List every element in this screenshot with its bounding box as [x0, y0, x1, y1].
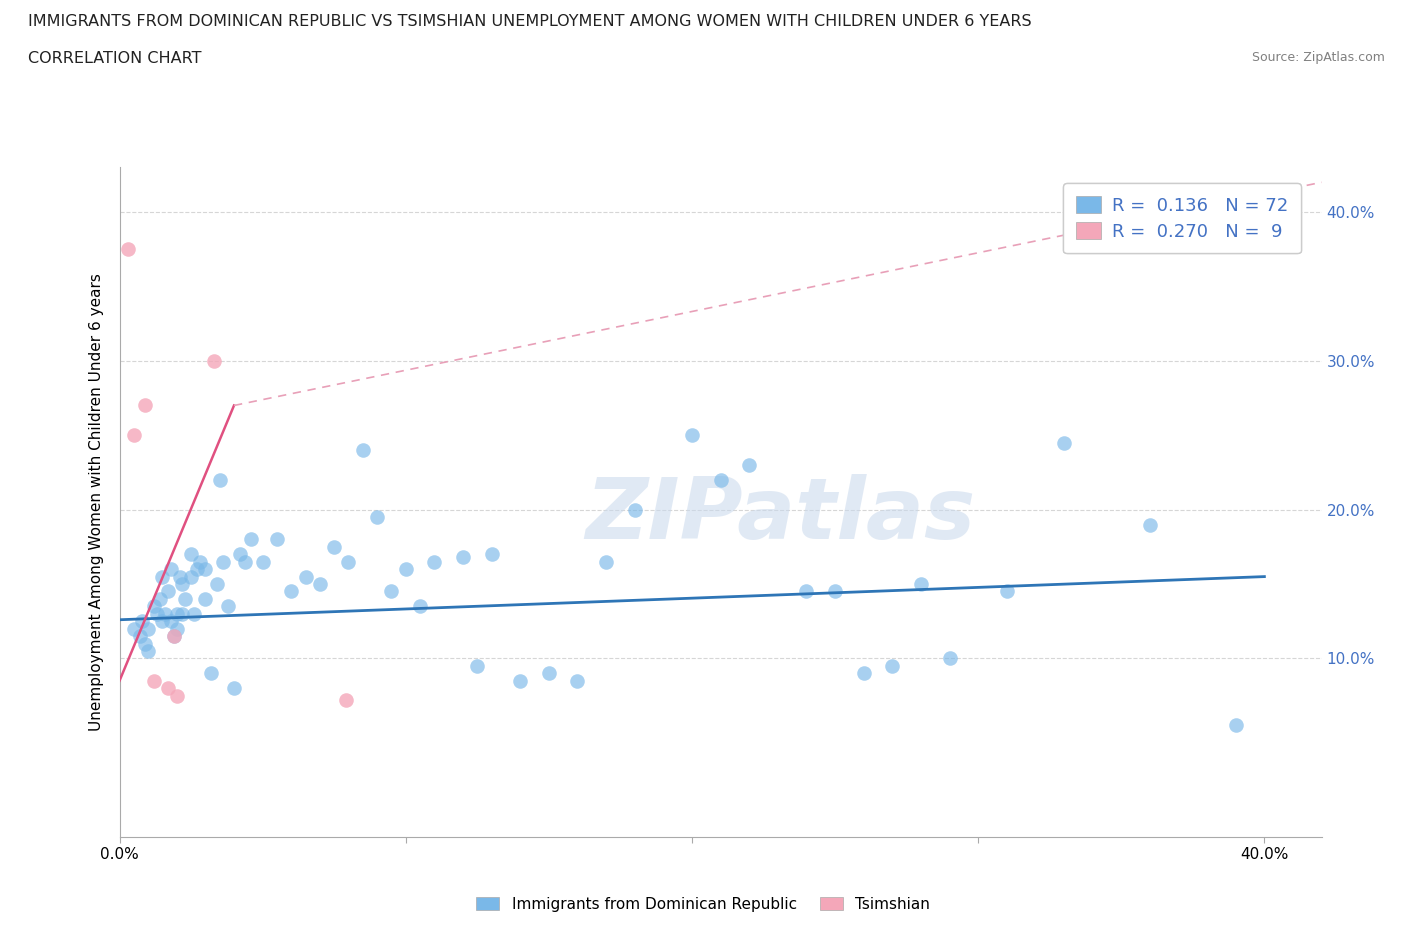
Point — [1139, 517, 1161, 532]
Point — [567, 673, 589, 688]
Point — [183, 606, 205, 621]
Point — [337, 554, 360, 569]
Point — [995, 584, 1018, 599]
Point — [136, 644, 159, 658]
Point — [208, 472, 231, 487]
Point — [166, 621, 188, 636]
Point — [852, 666, 875, 681]
Point — [194, 591, 217, 606]
Point — [172, 577, 194, 591]
Point — [323, 539, 346, 554]
Point — [142, 673, 165, 688]
Point — [117, 242, 139, 257]
Point — [228, 547, 252, 562]
Point — [266, 532, 288, 547]
Point — [128, 629, 150, 644]
Point — [160, 614, 183, 629]
Point — [134, 398, 156, 413]
Point — [465, 658, 488, 673]
Point — [882, 658, 904, 673]
Point — [160, 562, 183, 577]
Legend: Immigrants from Dominican Republic, Tsimshian: Immigrants from Dominican Republic, Tsim… — [470, 890, 936, 918]
Point — [796, 584, 818, 599]
Text: IMMIGRANTS FROM DOMINICAN REPUBLIC VS TSIMSHIAN UNEMPLOYMENT AMONG WOMEN WITH CH: IMMIGRANTS FROM DOMINICAN REPUBLIC VS TS… — [28, 14, 1032, 29]
Point — [122, 428, 145, 443]
Point — [211, 554, 233, 569]
Point — [910, 577, 932, 591]
Point — [131, 614, 153, 629]
Point — [163, 629, 186, 644]
Point — [240, 532, 263, 547]
Text: ZIPatlas: ZIPatlas — [585, 474, 976, 557]
Point — [235, 554, 257, 569]
Point — [163, 629, 186, 644]
Point — [280, 584, 302, 599]
Text: Source: ZipAtlas.com: Source: ZipAtlas.com — [1251, 51, 1385, 64]
Point — [188, 554, 211, 569]
Point — [352, 443, 374, 458]
Legend: R =  0.136   N = 72, R =  0.270   N =  9: R = 0.136 N = 72, R = 0.270 N = 9 — [1063, 183, 1301, 253]
Point — [1053, 435, 1076, 450]
Point — [738, 458, 761, 472]
Point — [172, 606, 194, 621]
Point — [409, 599, 432, 614]
Point — [217, 599, 239, 614]
Point — [145, 606, 167, 621]
Point — [380, 584, 402, 599]
Point — [1225, 718, 1247, 733]
Point — [509, 673, 531, 688]
Point — [136, 621, 159, 636]
Point — [681, 428, 703, 443]
Point — [595, 554, 617, 569]
Point — [202, 353, 225, 368]
Point — [194, 562, 217, 577]
Point — [174, 591, 197, 606]
Point — [709, 472, 731, 487]
Point — [824, 584, 846, 599]
Point — [169, 569, 191, 584]
Point — [395, 562, 418, 577]
Point — [200, 666, 222, 681]
Point — [205, 577, 228, 591]
Point — [180, 547, 202, 562]
Point — [149, 591, 172, 606]
Point — [152, 614, 174, 629]
Point — [294, 569, 316, 584]
Point — [938, 651, 960, 666]
Point — [309, 577, 332, 591]
Point — [166, 688, 188, 703]
Point — [157, 584, 180, 599]
Point — [186, 562, 208, 577]
Y-axis label: Unemployment Among Women with Children Under 6 years: Unemployment Among Women with Children U… — [89, 273, 104, 731]
Point — [142, 599, 165, 614]
Point — [155, 606, 177, 621]
Point — [537, 666, 560, 681]
Point — [122, 621, 145, 636]
Point — [157, 681, 180, 696]
Point — [152, 569, 174, 584]
Point — [180, 569, 202, 584]
Point — [222, 681, 245, 696]
Point — [451, 550, 474, 565]
Point — [423, 554, 446, 569]
Point — [481, 547, 503, 562]
Point — [252, 554, 274, 569]
Point — [335, 693, 357, 708]
Point — [623, 502, 645, 517]
Point — [166, 606, 188, 621]
Point — [366, 510, 388, 525]
Point — [134, 636, 156, 651]
Text: CORRELATION CHART: CORRELATION CHART — [28, 51, 201, 66]
